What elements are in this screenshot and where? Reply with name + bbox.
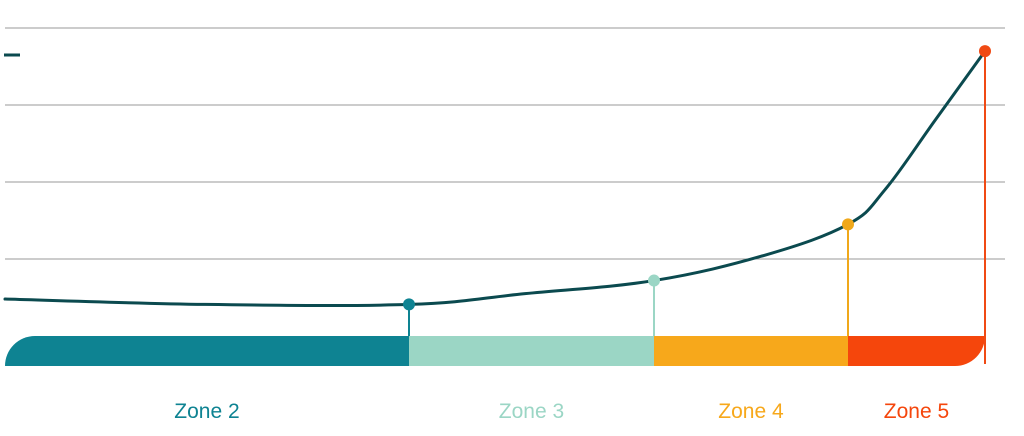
- data-point-marker: [979, 45, 991, 58]
- data-point-marker: [842, 218, 854, 231]
- zone-label-3: Zone 4: [718, 400, 784, 423]
- zone-label-1: Zone 2: [174, 400, 239, 423]
- zone-segment-2: [409, 336, 655, 366]
- series-line: [3, 49, 987, 308]
- data-point-marker: [403, 298, 415, 311]
- zone-label-2: Zone 3: [499, 400, 564, 423]
- marker-stems: [408, 51, 986, 364]
- markers: [403, 45, 991, 311]
- zone-label-4: Zone 5: [884, 400, 949, 423]
- zone-bar: [5, 336, 985, 366]
- zone-segment-3: [654, 336, 849, 366]
- zone-segment-4: [848, 336, 985, 366]
- zone-segment-1: [5, 336, 410, 366]
- data-point-marker: [648, 274, 660, 287]
- grid-lines: [5, 27, 1005, 260]
- zone-labels: Zone 2 Zone 3 Zone 4 Zone 5: [174, 400, 949, 423]
